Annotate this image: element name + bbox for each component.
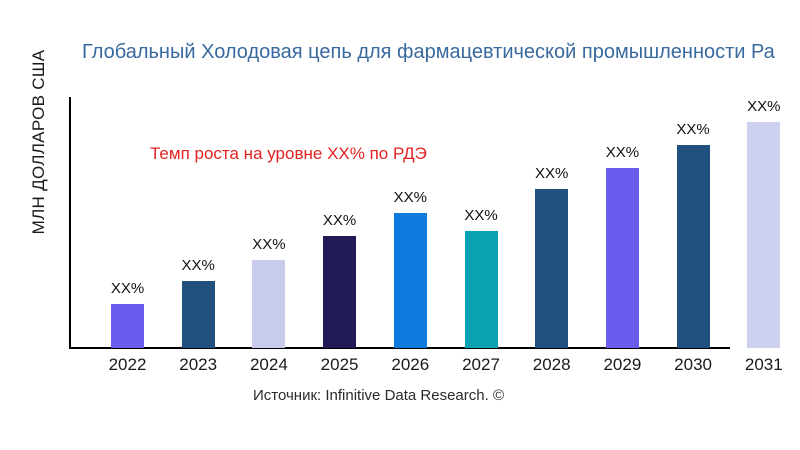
x-tick-label-2025: 2025	[320, 355, 359, 374]
x-tick-label-2026: 2026	[391, 355, 430, 374]
x-tick-label-2030: 2030	[674, 355, 712, 374]
x-tick-label-2031: 2031	[744, 355, 783, 374]
source-note: Источник: Infinitive Data Research. ©	[253, 387, 505, 404]
bar-2024	[252, 260, 286, 348]
bar-value-label-2022: XX%	[110, 280, 145, 297]
bar-value-label-2026: XX%	[393, 189, 427, 206]
x-tick-label-2022: 2022	[108, 355, 147, 374]
bar-value-label-2031: XX%	[747, 98, 781, 115]
x-tick-label-2023: 2023	[179, 355, 218, 374]
bar-value-label-2029: XX%	[605, 144, 640, 161]
bar-value-label-2028: XX%	[535, 165, 569, 182]
chart-title: Глобальный Холодовая цепь для фармацевти…	[82, 41, 775, 63]
x-tick-label-2029: 2029	[603, 355, 642, 374]
y-axis-line	[69, 97, 71, 349]
bar-value-label-2030: XX%	[676, 121, 710, 138]
bar-2028	[535, 189, 569, 348]
bar-value-label-2023: XX%	[181, 257, 215, 274]
bar-2030	[676, 145, 710, 348]
growth-rate-annotation: Темп роста на уровне XX% по РДЭ	[150, 144, 427, 163]
x-axis-line	[69, 347, 730, 349]
bar-2022	[111, 304, 144, 348]
bar-2027	[464, 231, 498, 348]
bar-2031	[747, 122, 781, 348]
x-tick-label-2027: 2027	[462, 355, 500, 374]
bar-2026	[393, 213, 427, 348]
bar-2023	[181, 281, 215, 348]
bar-value-label-2025: XX%	[322, 212, 357, 229]
bar-value-label-2024: XX%	[252, 236, 286, 253]
x-tick-label-2024: 2024	[249, 355, 288, 374]
bar-value-label-2027: XX%	[464, 207, 498, 224]
bar-2025	[323, 236, 357, 348]
x-tick-label-2028: 2028	[532, 355, 571, 374]
bar-2029	[605, 168, 639, 348]
